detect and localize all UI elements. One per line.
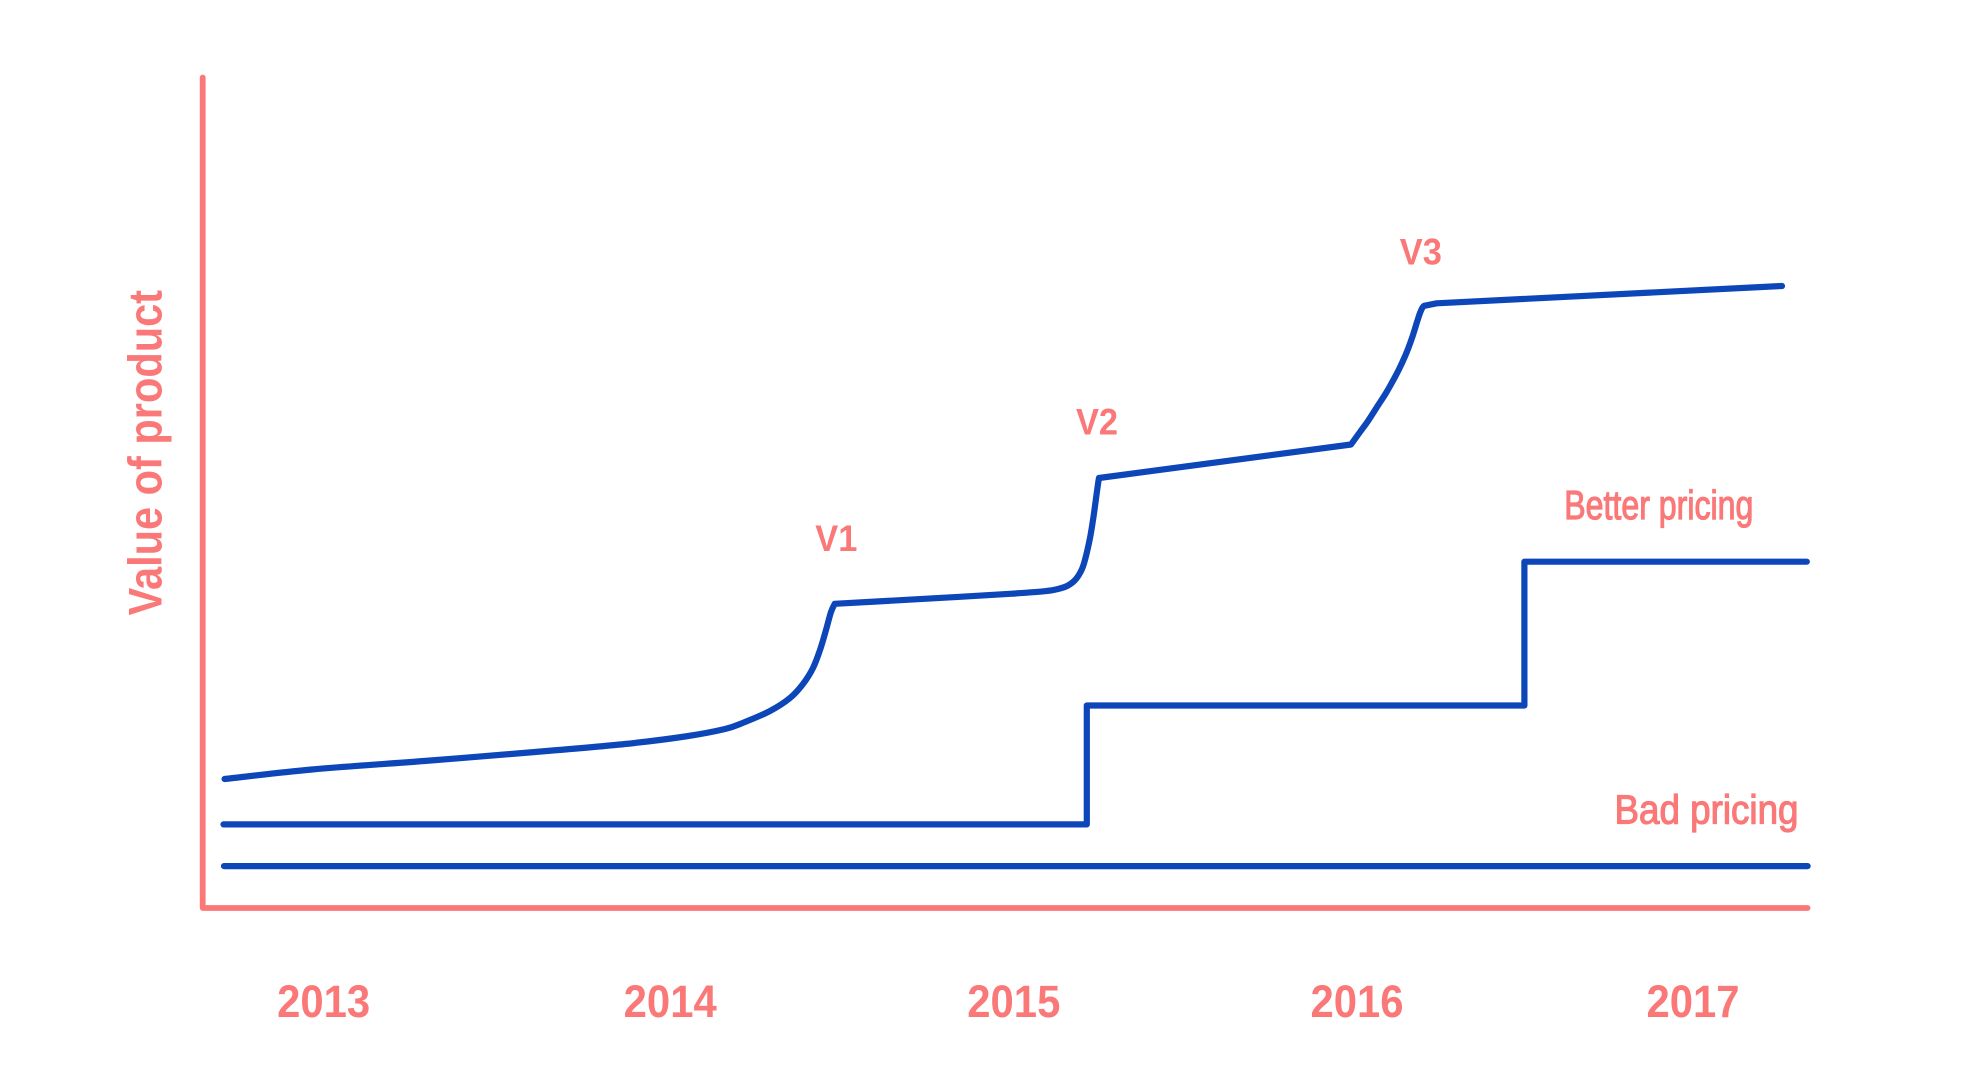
svg-text:2016: 2016 — [1310, 978, 1403, 1028]
svg-text:V2: V2 — [1076, 401, 1118, 442]
svg-text:Better pricing: Better pricing — [1564, 482, 1753, 528]
svg-text:Value of product: Value of product — [120, 290, 172, 616]
svg-text:V3: V3 — [1400, 231, 1442, 272]
svg-text:V1: V1 — [815, 518, 857, 559]
svg-text:2017: 2017 — [1646, 978, 1739, 1028]
svg-text:Bad pricing: Bad pricing — [1615, 788, 1799, 833]
svg-text:2013: 2013 — [277, 978, 370, 1028]
svg-text:2014: 2014 — [624, 978, 717, 1028]
svg-text:2015: 2015 — [967, 978, 1060, 1028]
